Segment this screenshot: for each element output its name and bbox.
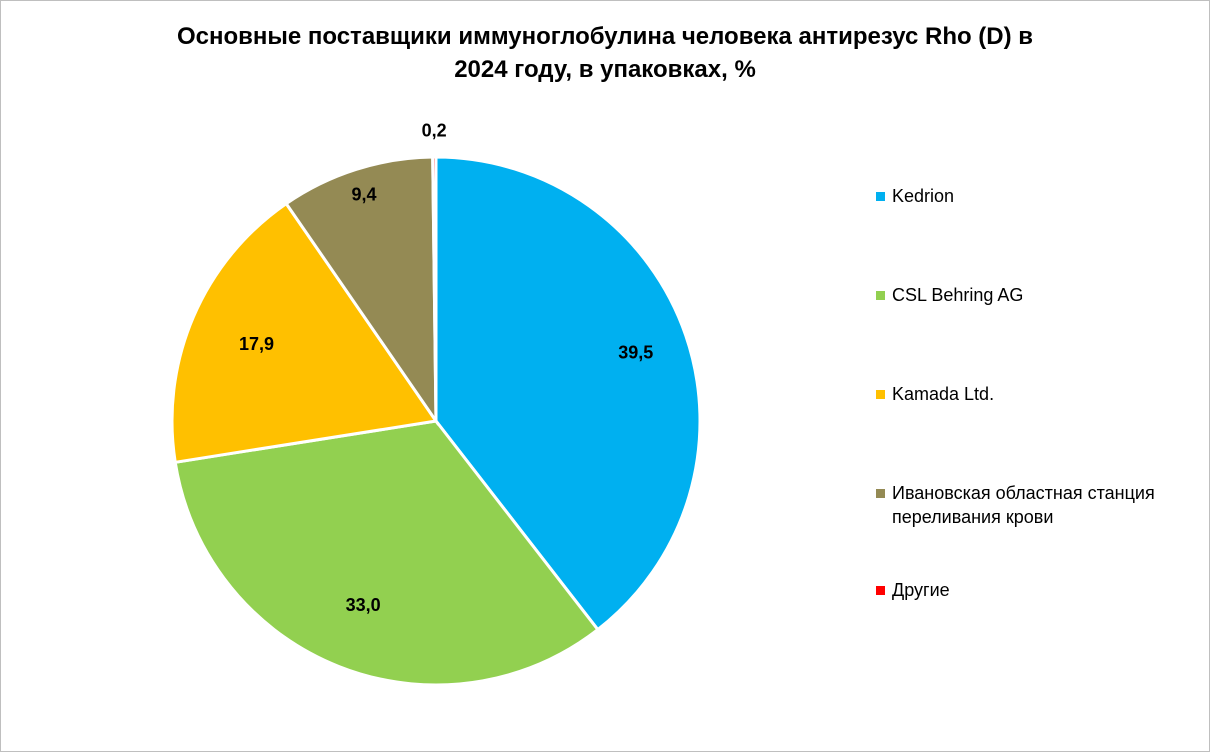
legend-label-1: CSL Behring AG — [892, 285, 1024, 305]
legend-item-0: Kedrion — [876, 184, 1202, 208]
data-label-4: 0,2 — [422, 121, 447, 141]
legend-label-2: Kamada Ltd. — [892, 384, 995, 404]
chart-title-line-1: Основные поставщики иммуноглобулина чело… — [176, 23, 1034, 50]
legend-item-1: CSL Behring AG — [876, 283, 1202, 307]
legend-swatch-2 — [876, 390, 885, 399]
data-label-3: 9,4 — [351, 185, 376, 205]
legend-swatch-1 — [876, 291, 885, 300]
pie-slice-3 — [284, 155, 438, 426]
data-label-2: 17,9 — [239, 334, 274, 354]
data-label-0: 39,5 — [618, 343, 653, 363]
legend-label-3: Ивановская областная станция переливания… — [892, 483, 1155, 527]
pie-slice-2 — [170, 201, 439, 465]
legend-swatch-0 — [876, 192, 885, 201]
data-label-1: 33,0 — [346, 595, 381, 615]
legend-item-2: Kamada Ltd. — [876, 382, 1202, 406]
pie-slice-0 — [434, 155, 702, 632]
chart-title-line-2: 2024 году, в упаковках, % — [454, 56, 756, 83]
pie-slice-4 — [431, 155, 438, 422]
pie-slice-1 — [173, 419, 600, 687]
legend-swatch-3 — [876, 489, 885, 498]
legend-item-4: Другие — [876, 578, 1202, 602]
legend-label-0: Kedrion — [892, 186, 955, 206]
legend-label-4: Другие — [892, 580, 950, 600]
legend-swatch-4 — [876, 586, 885, 595]
chart-title: Основные поставщики иммуноглобулина чело… — [100, 20, 1110, 86]
legend-item-3: Ивановская областная станция переливания… — [876, 481, 1202, 529]
